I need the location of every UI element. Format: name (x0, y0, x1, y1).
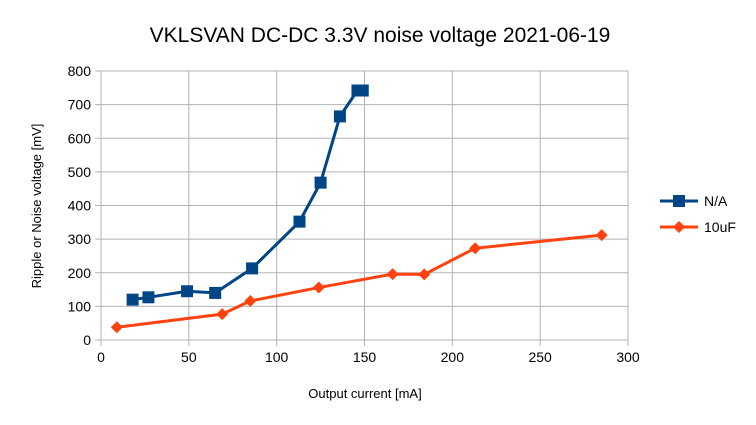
x-tick-label: 100 (265, 349, 289, 365)
x-axis-title: Output current [mA] (308, 386, 421, 401)
data-point (386, 268, 399, 281)
x-tick-label: 200 (441, 349, 465, 365)
legend-label: 10uF (704, 219, 736, 235)
series-2 (110, 229, 608, 334)
series-line (132, 89, 363, 302)
x-tick-label: 150 (353, 349, 377, 365)
data-point (181, 285, 194, 298)
y-tick-label: 200 (68, 265, 92, 281)
x-tick-label: 300 (616, 349, 640, 365)
y-axis-title: Ripple or Noise voltage [mV] (29, 124, 44, 289)
data-point (469, 242, 482, 255)
legend-item: N/A (660, 193, 728, 209)
y-tick-label: 800 (68, 63, 92, 79)
y-tick-label: 500 (68, 164, 92, 180)
y-tick-label: 0 (83, 332, 91, 348)
legend: N/A 10uF (660, 193, 736, 235)
data-point (209, 286, 222, 299)
data-point (244, 294, 257, 307)
legend-swatch-marker (673, 221, 685, 233)
legend-swatch-marker (673, 195, 685, 207)
x-tick-label: 250 (528, 349, 552, 365)
data-point (595, 229, 608, 242)
data-point (142, 291, 155, 304)
data-point (110, 321, 123, 334)
data-point (312, 281, 325, 294)
y-tick-label: 400 (68, 198, 92, 214)
chart-title: VKLSVAN DC-DC 3.3V noise voltage 2021-06… (150, 24, 611, 47)
data-point (126, 293, 139, 306)
series-line (116, 233, 602, 329)
x-tick-label: 0 (97, 349, 105, 365)
y-tick-label: 100 (68, 298, 92, 314)
y-tick-label: 700 (68, 97, 92, 113)
data-point (314, 176, 327, 189)
y-tick-label: 300 (68, 231, 92, 247)
data-point (418, 268, 431, 281)
data-point (356, 84, 369, 97)
data-point (216, 308, 229, 321)
gridlines (95, 70, 629, 346)
plot-area (100, 70, 629, 341)
series (110, 84, 608, 334)
data-point (293, 215, 306, 228)
legend-item: 10uF (660, 219, 736, 235)
y-tick-label: 600 (68, 130, 92, 146)
x-tick-label: 50 (181, 349, 197, 365)
data-point (333, 110, 346, 123)
data-point (246, 262, 259, 275)
tick-labels: 0 100 200 300 400 500 600 700 800 0 50 100 150 200 250… (68, 63, 640, 365)
legend-label: N/A (704, 193, 728, 209)
series-1 (126, 84, 369, 306)
